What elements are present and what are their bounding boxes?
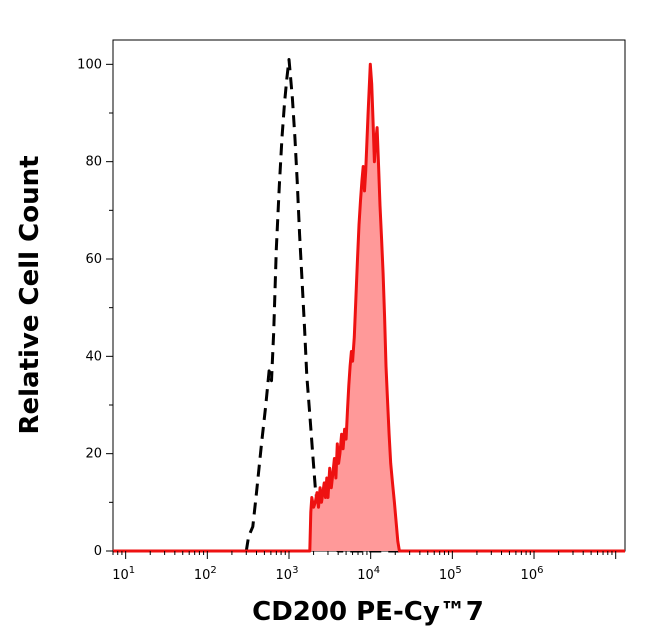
x-tick-label: 102 [194,565,217,583]
x-tick-label: 104 [357,565,380,583]
y-tick-label: 40 [85,349,102,364]
series-1-line [113,62,625,553]
y-tick-label: 0 [94,544,102,559]
y-axis-ticks: 0 20 40 60 80 100 [77,57,113,559]
x-axis-title: CD200 PE-Cy™7 [252,597,484,627]
y-tick-label: 100 [77,57,102,72]
series-layer [113,58,625,553]
series-1-area [113,64,625,552]
y-axis-title: Relative Cell Count [15,155,45,434]
x-tick-label: 103 [276,565,299,583]
x-axis-ticks: 101 102 103 104 105 106 [112,551,617,583]
x-tick-label: 106 [521,565,544,583]
x-tick-label: 105 [439,565,462,583]
x-tick-label: 101 [112,565,135,583]
y-tick-label: 80 [85,155,102,170]
y-tick-label: 60 [85,252,102,267]
y-tick-label: 20 [85,447,102,462]
